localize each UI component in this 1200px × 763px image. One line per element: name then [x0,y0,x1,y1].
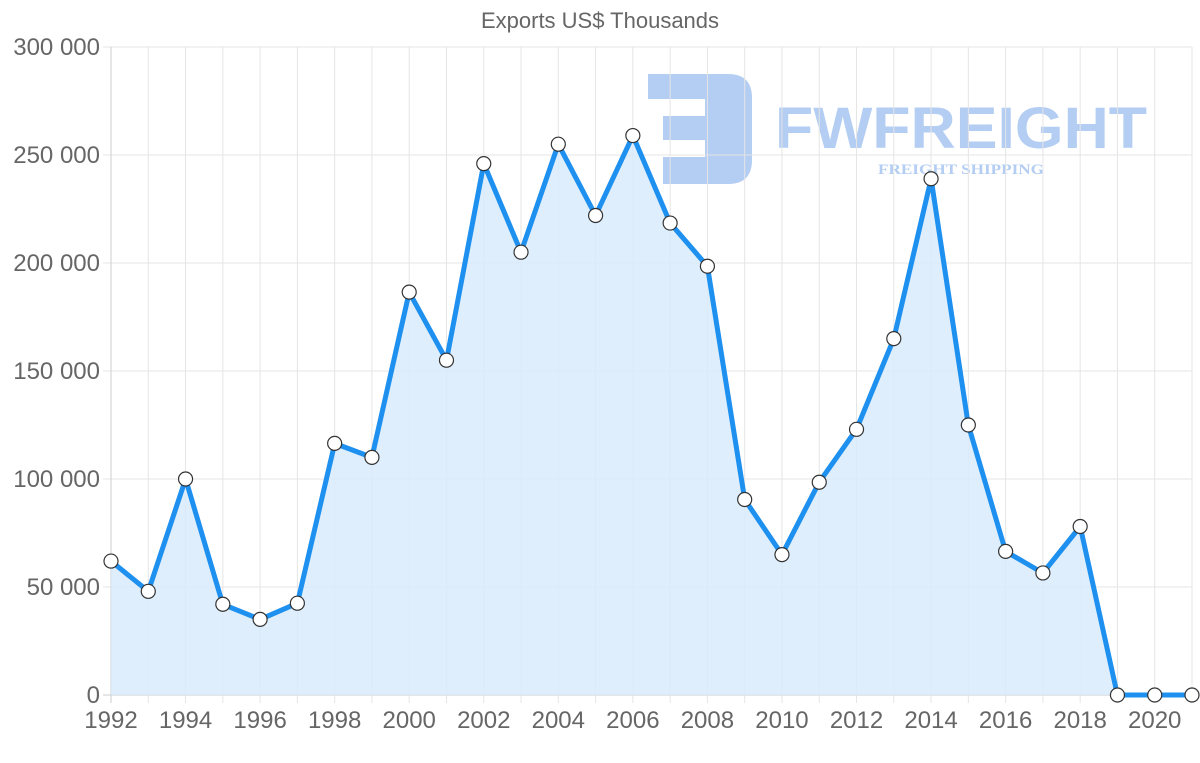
x-tick-label: 1998 [308,707,361,734]
data-point[interactable] [140,583,156,599]
x-axis-ticks: 1992 1994 1996 1998 2000 2002 2004 2006 2008 2010… [84,707,1181,734]
data-point[interactable] [1147,687,1163,703]
y-tick-label: 250 000 [13,142,100,169]
chart-title: Exports US$ Thousands [480,8,720,33]
watermark-brand: FWFREIGHT [775,96,1147,161]
x-tick-label: 2002 [457,707,510,734]
data-point[interactable] [1184,687,1200,703]
data-point[interactable] [886,331,902,347]
x-tick-label: 2004 [532,707,585,734]
x-tick-label: 2012 [830,707,883,734]
data-point[interactable] [327,435,343,451]
data-point[interactable] [364,449,380,465]
fwfreight-watermark: FWFREIGHT FREIGHT SHIPPING [648,74,1147,184]
data-point[interactable] [513,244,529,260]
data-point[interactable] [1035,565,1051,581]
data-point[interactable] [476,156,492,172]
data-point[interactable] [848,421,865,437]
data-point[interactable] [998,543,1014,559]
data-point[interactable] [215,596,231,612]
data-point[interactable] [923,171,939,187]
data-point[interactable] [401,284,417,300]
y-tick-label: 200 000 [13,250,100,277]
x-tick-label: 1994 [159,707,212,734]
data-point[interactable] [737,491,753,508]
y-tick-label: 150 000 [13,358,100,385]
y-tick-label: 300 000 [13,34,100,61]
data-point[interactable] [1072,518,1088,535]
x-tick-label: 1996 [233,707,286,734]
watermark-tagline: FREIGHT SHIPPING [878,162,1044,178]
data-point[interactable] [587,207,604,224]
data-point[interactable] [811,474,827,490]
y-tick-label: 50 000 [27,574,100,601]
x-tick-label: 2008 [681,707,734,734]
y-tick-label: 0 [87,682,100,709]
y-tick-label: 100 000 [13,466,100,493]
data-point[interactable] [438,352,455,368]
x-tick-label: 2018 [1053,707,1106,734]
data-point[interactable] [1109,687,1126,703]
data-point[interactable] [625,127,641,144]
x-tick-label: 2014 [904,707,957,734]
x-tick-label: 2010 [755,707,808,734]
data-point[interactable] [289,595,305,611]
data-point[interactable] [699,258,716,274]
data-point[interactable] [662,215,678,231]
x-tick-label: 2016 [979,707,1032,734]
data-point[interactable] [177,471,194,487]
area-fill [111,135,1192,696]
data-point[interactable] [960,417,976,433]
y-axis-ticks: 0 50 000 100 000 150 000 200 000 250 000 300 0… [13,34,100,709]
data-point[interactable] [103,553,119,569]
fwfreight-logo-icon [648,74,752,184]
data-point[interactable] [774,546,790,563]
data-point[interactable] [550,136,566,152]
data-points [103,127,1200,703]
data-point[interactable] [252,611,268,628]
x-tick-label: 1992 [84,707,137,734]
x-tick-label: 2000 [383,707,436,734]
x-tick-label: 2020 [1128,707,1181,734]
x-tick-label: 2006 [606,707,659,734]
